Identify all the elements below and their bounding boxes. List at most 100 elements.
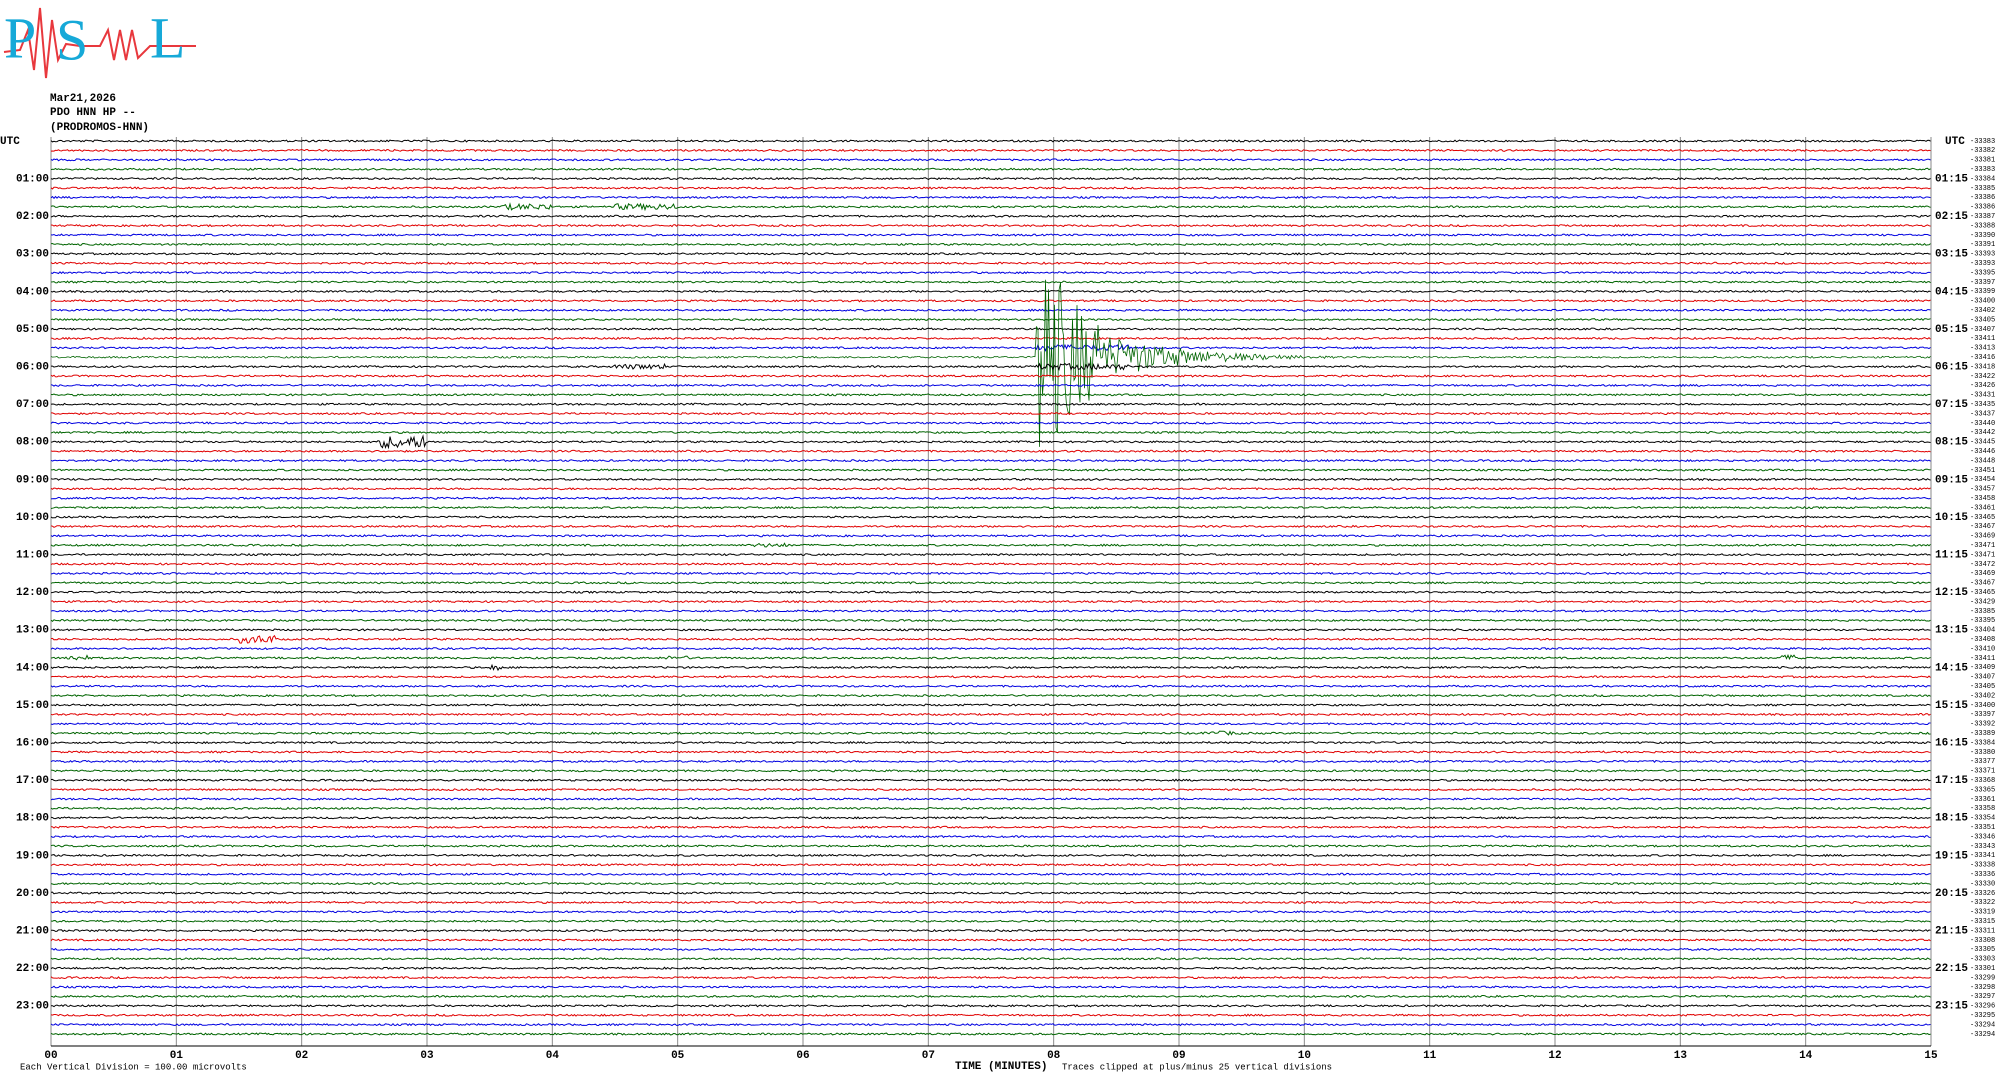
left-hour-label: 11:00 — [16, 550, 49, 562]
trace-offset: -33371 — [1970, 768, 1995, 776]
trace — [50, 148, 1931, 153]
trace-offset: -33465 — [1970, 589, 1995, 597]
trace — [50, 317, 1931, 322]
trace-offset: -33410 — [1970, 645, 1995, 653]
trace — [50, 542, 1931, 548]
trace-offset: -33383 — [1970, 166, 1995, 174]
right-hour-label: 09:15 — [1935, 474, 1968, 486]
trace — [50, 634, 1931, 644]
trace-offset: -33393 — [1970, 260, 1995, 268]
trace — [50, 919, 1931, 923]
right-hour-label: 08:15 — [1935, 437, 1968, 449]
trace-offset: -33465 — [1970, 514, 1995, 522]
trace-offset: -33471 — [1970, 542, 1995, 550]
trace — [50, 158, 1931, 162]
trace — [50, 1013, 1931, 1017]
trace-offset: -33385 — [1970, 608, 1995, 616]
trace-offset: -33399 — [1970, 288, 1995, 296]
trace — [50, 599, 1931, 604]
trace — [50, 853, 1931, 858]
trace-offset: -33397 — [1970, 279, 1995, 287]
trace-offset: -33336 — [1970, 871, 1995, 879]
trace — [50, 957, 1931, 961]
trace — [50, 524, 1931, 529]
right-hour-label: 17:15 — [1935, 775, 1968, 787]
trace — [51, 362, 1931, 372]
trace-offset: -33440 — [1970, 420, 1995, 428]
left-hour-label: 07:00 — [16, 399, 49, 411]
trace — [50, 534, 1931, 538]
trace-offset: -33294 — [1970, 1031, 1995, 1039]
trace — [50, 750, 1931, 754]
trace-offset: -33386 — [1970, 204, 1995, 212]
trace-offset: -33445 — [1970, 439, 1995, 447]
trace — [50, 654, 1931, 661]
trace-offset: -33458 — [1970, 495, 1995, 503]
right-hour-label: 14:15 — [1935, 662, 1968, 674]
trace — [50, 280, 1931, 284]
x-tick-label: 10 — [1298, 1050, 1311, 1062]
trace — [51, 1004, 1931, 1008]
trace — [50, 684, 1931, 688]
trace — [50, 881, 1931, 886]
right-hour-label: 05:15 — [1935, 324, 1968, 336]
trace — [50, 863, 1931, 867]
trace — [50, 252, 1931, 256]
left-hour-label: 13:00 — [16, 625, 49, 637]
trace-offset: -33435 — [1970, 401, 1995, 409]
trace — [50, 806, 1931, 811]
x-tick-label: 00 — [44, 1050, 57, 1062]
trace-offset: -33365 — [1970, 786, 1995, 794]
trace — [50, 449, 1931, 453]
trace-offset: -33411 — [1970, 335, 1995, 343]
trace — [50, 487, 1931, 491]
right-hour-label: 12:15 — [1935, 587, 1968, 599]
trace — [51, 468, 1931, 472]
logo: P S L — [3, 5, 196, 79]
x-tick-label: 04 — [546, 1050, 560, 1062]
trace — [50, 393, 1931, 397]
trace-offset: -33413 — [1970, 345, 1995, 353]
trace-offset: -33351 — [1970, 824, 1995, 832]
trace-offset: -33469 — [1970, 533, 1995, 541]
trace — [50, 628, 1931, 632]
right-hour-label: 01:15 — [1935, 174, 1968, 186]
x-tick-label: 09 — [1172, 1050, 1185, 1062]
trace — [50, 242, 1931, 247]
trace — [50, 270, 1931, 275]
trace — [50, 693, 1931, 698]
trace — [50, 581, 1931, 585]
trace — [50, 834, 1931, 839]
trace — [50, 233, 1931, 237]
trace — [50, 434, 1931, 450]
trace — [50, 496, 1931, 500]
left-hour-label: 12:00 — [16, 587, 49, 599]
trace-offset: -33330 — [1970, 880, 1995, 888]
channel: PDO HNN HP -- — [50, 107, 136, 119]
trace-offset: -33404 — [1970, 627, 1995, 635]
trace — [50, 646, 1931, 651]
trace — [50, 571, 1931, 576]
station: (PRODROMOS-HNN) — [50, 122, 149, 134]
trace-offset: -33319 — [1970, 909, 1995, 917]
trace-offset: -33408 — [1970, 636, 1995, 644]
trace-offset: -33395 — [1970, 269, 1995, 277]
trace-offset: -33392 — [1970, 721, 1995, 729]
trace — [50, 985, 1931, 989]
trace-offset: -33343 — [1970, 843, 1995, 851]
left-hour-label: 09:00 — [16, 474, 49, 486]
trace-offset: -33467 — [1970, 523, 1995, 531]
right-hour-label: 13:15 — [1935, 625, 1968, 637]
trace-offset: -33385 — [1970, 185, 1995, 193]
left-hour-label: 16:00 — [16, 738, 49, 750]
left-hour-label: 04:00 — [16, 286, 49, 298]
trace — [50, 663, 1931, 672]
right-hour-label: UTC — [1945, 136, 1965, 148]
trace-offset: -33416 — [1970, 354, 1995, 362]
trace-offset: -33305 — [1970, 946, 1995, 954]
trace-offset: -33472 — [1970, 561, 1995, 569]
grid — [50, 137, 1932, 1047]
trace-offset: -33471 — [1970, 551, 1995, 559]
trace — [50, 167, 1931, 171]
left-hour-label: 20:00 — [16, 888, 49, 900]
